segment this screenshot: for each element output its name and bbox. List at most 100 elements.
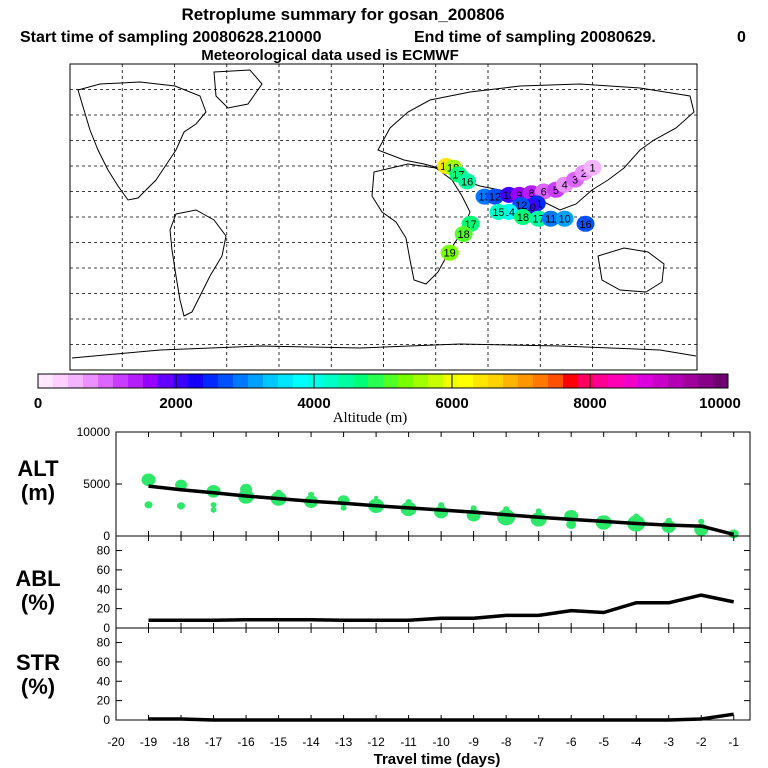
plume-point: 11 (541, 210, 560, 227)
x-tick-label: -17 (205, 735, 223, 749)
colorbar-cell (38, 374, 54, 388)
altitude-blob (633, 513, 640, 519)
colorbar-cell (653, 374, 669, 388)
altitude-blob (470, 505, 477, 511)
altitude-blob (210, 502, 217, 508)
x-tick-label: -14 (302, 735, 320, 749)
north-america-outline (77, 81, 207, 201)
altitude-blob (438, 502, 445, 508)
colorbar-cell (578, 374, 594, 388)
y-tick-label: 0 (103, 529, 110, 543)
x-tick-label: -5 (598, 735, 609, 749)
series-line (148, 593, 735, 623)
plume-point: 15 (489, 203, 508, 220)
abl-panel: ABL (%) 0 20 40 60 80 (15, 535, 751, 635)
colorbar-cell (518, 374, 534, 388)
plume-point-label: 3 (572, 175, 578, 187)
colorbar-cell (383, 374, 399, 388)
continent-outlines (71, 69, 697, 359)
plume-point-label: 19 (444, 248, 456, 260)
colorbar-cell (413, 374, 429, 388)
x-tick-label: -6 (566, 735, 577, 749)
australia-outline (597, 247, 665, 293)
colorbar-cell (353, 374, 369, 388)
altitude-blob (535, 508, 542, 514)
plume-point: 16 (458, 173, 477, 190)
y-tick-label: 80 (97, 544, 111, 558)
colorbar-cell (608, 374, 624, 388)
abl-ylabel-line2: (%) (21, 590, 55, 615)
x-tick-label: -12 (367, 735, 385, 749)
altitude-blob (374, 495, 379, 500)
y-tick-label: 5000 (83, 477, 110, 491)
colorbar-cell (263, 374, 279, 388)
colorbar-cell (83, 374, 99, 388)
y-tick-label: 40 (97, 582, 111, 596)
colorbar-cell (188, 374, 204, 388)
x-axis: -20 -19 -18 -17 -16 -15 -14 -13 -12 -11 -10 -9 -8 -7 -… (107, 735, 739, 749)
plume-point-label: 9 (516, 190, 522, 202)
south-america-outline (169, 209, 227, 317)
map-panel: 1918171613121098654321111012141518171110… (69, 63, 698, 371)
colorbar-cell (278, 374, 294, 388)
colorbar-cell (533, 374, 549, 388)
str-ylabel-line1: STR (16, 650, 60, 675)
altitude-blob (308, 491, 315, 498)
colorbar-cell (143, 374, 159, 388)
x-tick-label: -9 (468, 735, 479, 749)
plume-point-label: 17 (532, 214, 544, 226)
altitude-blob (141, 473, 156, 487)
met-data-text: Meteorological data used is ECMWF (201, 47, 459, 64)
plume-point-label: 15 (492, 207, 504, 219)
colorbar-cell (368, 374, 384, 388)
plume-point-label: 6 (541, 187, 547, 199)
x-tick-label: -20 (107, 735, 125, 749)
colorbar-cell (443, 374, 459, 388)
plume-point-label: 2 (581, 168, 587, 180)
colorbar-cell (233, 374, 249, 388)
colorbar-cell (698, 374, 714, 388)
abl-frame (115, 535, 751, 629)
colorbar-frame (37, 373, 729, 389)
altitude-blob (566, 520, 577, 530)
alt-ylabel-line1: ALT (17, 456, 59, 481)
plume-point-label: 11 (545, 214, 556, 226)
colorbar-cell (338, 374, 354, 388)
colorbar-cell (668, 374, 684, 388)
x-tick-label: -1 (728, 735, 739, 749)
plume-point: 19 (440, 244, 459, 261)
altitude-blob (275, 489, 282, 496)
plume-point: 18 (513, 209, 532, 225)
x-tick-label: -18 (172, 735, 190, 749)
altitude-blob (144, 501, 153, 509)
plume-point-marker (583, 159, 602, 176)
x-tick-label: -13 (335, 735, 353, 749)
plume-point-label: 16 (579, 219, 591, 231)
colorbar-cell (713, 374, 729, 388)
colorbar-cell (398, 374, 414, 388)
str-panel: STR (%) 0 20 40 60 80 (16, 627, 751, 727)
colorbar-cell (458, 374, 474, 388)
plume-point-marker (489, 203, 508, 220)
colorbar-cell (98, 374, 114, 388)
colorbar-label: Altitude (m) (333, 410, 408, 426)
y-tick-label: 60 (97, 563, 111, 577)
colorbar-tick-10000: 10000 (699, 395, 741, 412)
x-tick-label: -3 (663, 735, 674, 749)
colorbar-cell (248, 374, 264, 388)
colorbar-cell (113, 374, 129, 388)
plume-point: 18 (454, 226, 473, 242)
plume-point-marker (513, 209, 532, 225)
y-tick-label: 10000 (77, 425, 111, 439)
colorbar: 0 2000 4000 6000 8000 10000 Altitude (m) (34, 373, 741, 426)
plume-point-label: 10 (559, 214, 571, 226)
altitude-blob (210, 507, 217, 513)
x-tick-label: -2 (696, 735, 707, 749)
colorbar-cell (428, 374, 444, 388)
colorbar-cell (488, 374, 504, 388)
altitude-blob (503, 506, 510, 512)
colorbar-cell (53, 374, 69, 388)
alt-panel: ALT (m) 0 5000 10000 (17, 425, 751, 543)
plume-point: 12 (485, 188, 504, 205)
plume-point-label: 18 (457, 229, 469, 241)
